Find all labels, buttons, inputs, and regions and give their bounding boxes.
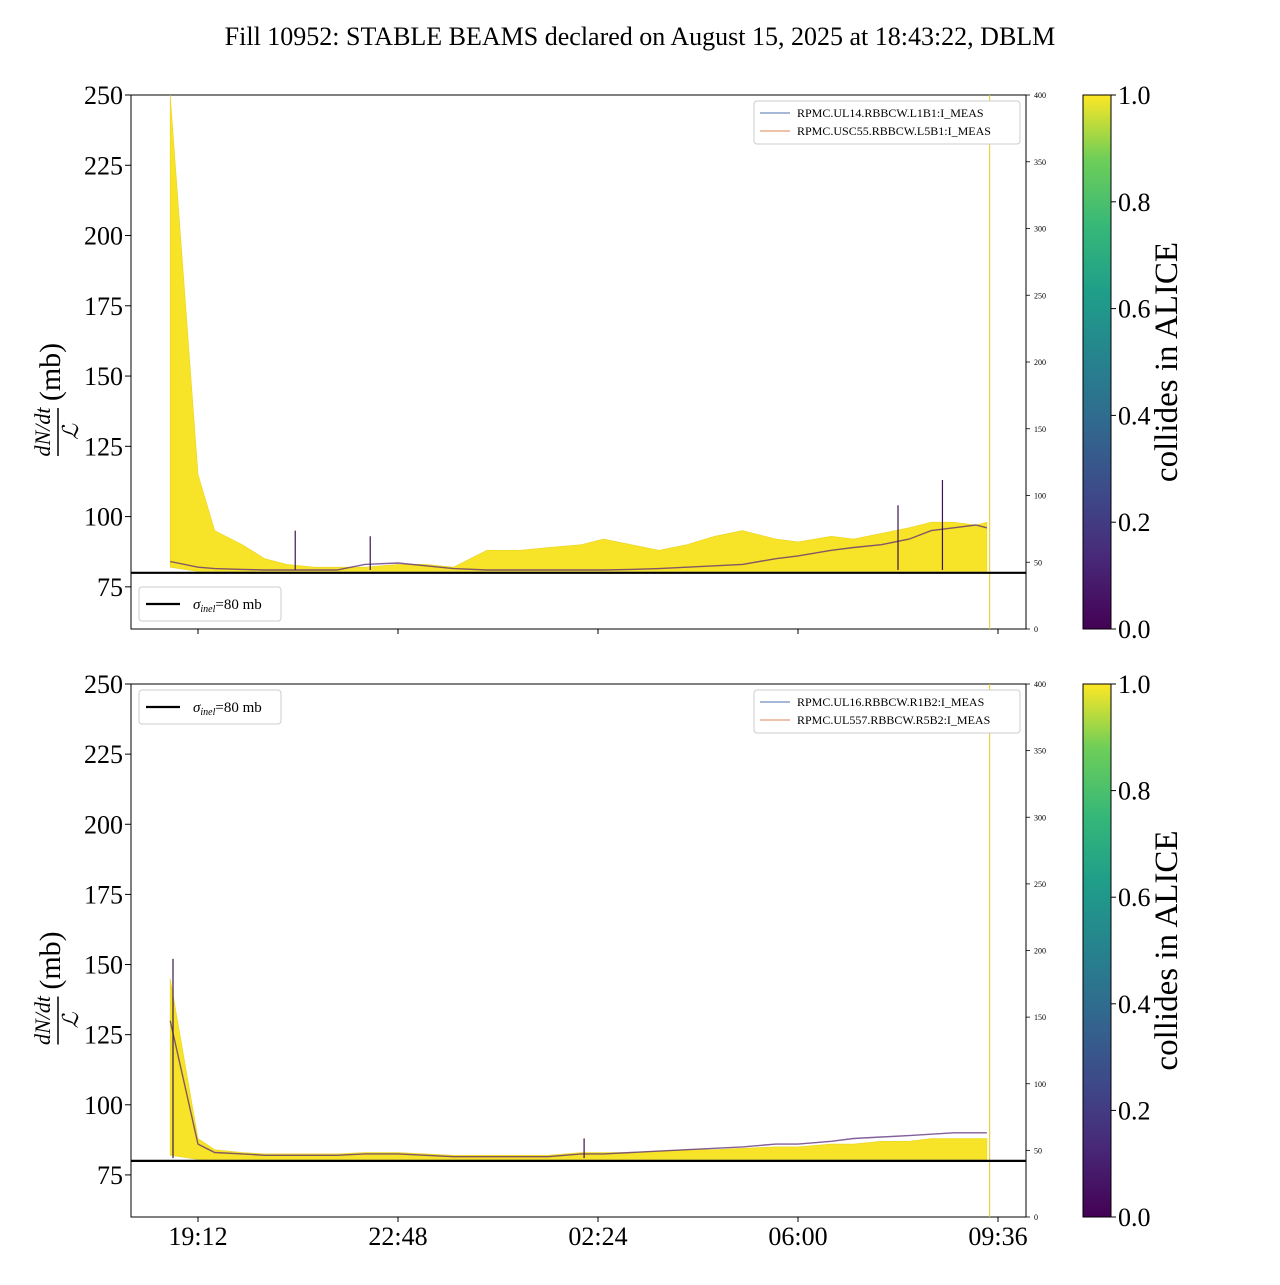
colorbar-tick-label: 0.4	[1118, 990, 1151, 1019]
colorbar-tick-label: 0.2	[1118, 508, 1151, 537]
xtick-label: 22:48	[368, 1222, 427, 1251]
y2tick-label: 400	[1034, 680, 1046, 689]
colorbar-tick-label: 0.0	[1118, 615, 1151, 644]
ylabel-denominator: ℒ	[58, 423, 83, 440]
ytick-label: 125	[84, 432, 123, 461]
y2tick-label: 0	[1034, 625, 1038, 634]
y2tick-label: 400	[1034, 91, 1046, 100]
series-yellow-envelope	[169, 978, 988, 1160]
plot-content	[169, 95, 991, 629]
series-yellow-envelope	[169, 95, 988, 572]
ytick-label: 75	[97, 573, 123, 602]
ytick-label: 125	[84, 1021, 123, 1050]
series-legend: RPMC.UL16.RBBCW.R1B2:I_MEAS RPMC.UL557.RB…	[753, 689, 1021, 734]
ytick-label: 75	[97, 1161, 123, 1190]
colorbar-gradient	[1082, 94, 1112, 630]
reference-legend: σinel=80 mb	[138, 689, 282, 725]
y2tick-label: 50	[1034, 558, 1042, 567]
ylabel-unit: (mb)	[34, 343, 67, 401]
ytick-label: 100	[84, 503, 123, 532]
colorbar-tick-label: 0.2	[1118, 1096, 1151, 1125]
reference-legend-label: σinel=80 mb	[193, 597, 262, 615]
ylabel-denominator: ℒ	[58, 1011, 83, 1028]
chart-panel-1: 75 100 125 150 175 200 225 250 0 50 100 150 200 250 30…	[30, 81, 1185, 644]
ylabel: dN/dt ℒ (mb)	[30, 343, 83, 457]
ylabel: dN/dt ℒ (mb)	[30, 931, 83, 1045]
colorbar-tick-label: 1.0	[1118, 81, 1151, 110]
ytick-label: 150	[84, 951, 123, 980]
reference-legend-box	[138, 586, 282, 622]
y2tick-label: 200	[1034, 358, 1046, 367]
reference-legend: σinel=80 mb	[138, 586, 282, 622]
plot-content	[169, 684, 991, 1217]
xtick-label: 09:36	[968, 1222, 1027, 1251]
xtick-label: 02:24	[568, 1222, 627, 1251]
series-purple-trace	[170, 524, 988, 571]
ytick-label: 150	[84, 362, 123, 391]
ytick-label: 225	[84, 151, 123, 180]
y2tick-label: 250	[1034, 291, 1046, 300]
ylabel-numerator: dN/dt	[30, 407, 55, 457]
y2tick-label: 150	[1034, 1013, 1046, 1022]
series-legend-box	[753, 689, 1021, 734]
colorbar-tick-label: 0.8	[1118, 188, 1151, 217]
y2tick-label: 300	[1034, 225, 1046, 234]
colorbar-tick-label: 1.0	[1118, 670, 1151, 699]
colorbar-tick-label: 0.0	[1118, 1203, 1151, 1232]
chart-panel-2: 75 100 125 150 175 200 225 250 0 50 100 150 200 250 30…	[30, 670, 1185, 1251]
ytick-label: 250	[84, 81, 123, 110]
colorbar-label: collides in ALICE	[1149, 830, 1185, 1070]
colorbar-tick-label: 0.6	[1118, 883, 1151, 912]
reference-legend-label: σinel=80 mb	[193, 700, 262, 718]
ylabel-unit: (mb)	[34, 931, 67, 989]
y2tick-label: 350	[1034, 747, 1046, 756]
colorbar: 0.0 0.2 0.4 0.6 0.8 1.0 collides in ALICE	[1082, 81, 1185, 644]
figure-title: Fill 10952: STABLE BEAMS declared on Aug…	[225, 22, 1056, 51]
colorbar: 0.0 0.2 0.4 0.6 0.8 1.0 collides in ALICE	[1082, 670, 1185, 1232]
colorbar-tick-label: 0.8	[1118, 777, 1151, 806]
colorbar-tick-label: 0.4	[1118, 401, 1151, 430]
series-legend: RPMC.UL14.RBBCW.L1B1:I_MEAS RPMC.USC55.RB…	[753, 100, 1021, 145]
legend-label-1: RPMC.UL16.RBBCW.R1B2:I_MEAS	[797, 695, 984, 709]
legend-label-2: RPMC.USC55.RBBCW.L5B1:I_MEAS	[797, 124, 991, 138]
y2tick-label: 200	[1034, 947, 1046, 956]
xtick-label: 19:12	[168, 1222, 227, 1251]
y2tick-label: 50	[1034, 1146, 1042, 1155]
colorbar-gradient	[1082, 683, 1112, 1218]
y2tick-label: 150	[1034, 425, 1046, 434]
ytick-label: 175	[84, 292, 123, 321]
ytick-label: 100	[84, 1091, 123, 1120]
series-purple-trace	[169, 1020, 987, 1158]
y2tick-label: 250	[1034, 880, 1046, 889]
colorbar-tick-label: 0.6	[1118, 295, 1151, 324]
y2tick-label: 100	[1034, 492, 1046, 501]
plot-area	[130, 683, 1027, 1218]
y2tick-label: 0	[1034, 1213, 1038, 1222]
series-legend-box	[753, 100, 1021, 145]
legend-label-1: RPMC.UL14.RBBCW.L1B1:I_MEAS	[797, 106, 984, 120]
ytick-label: 200	[84, 222, 123, 251]
ytick-label: 225	[84, 740, 123, 769]
y2tick-label: 300	[1034, 813, 1046, 822]
ytick-label: 200	[84, 810, 123, 839]
colorbar-label: collides in ALICE	[1149, 242, 1185, 482]
ytick-label: 175	[84, 880, 123, 909]
ylabel-numerator: dN/dt	[30, 995, 55, 1045]
legend-label-2: RPMC.UL557.RBBCW.R5B2:I_MEAS	[797, 713, 990, 727]
xtick-label: 06:00	[768, 1222, 827, 1251]
reference-legend-box	[138, 689, 282, 725]
y2tick-label: 350	[1034, 158, 1046, 167]
y2tick-label: 100	[1034, 1080, 1046, 1089]
ytick-label: 250	[84, 670, 123, 699]
